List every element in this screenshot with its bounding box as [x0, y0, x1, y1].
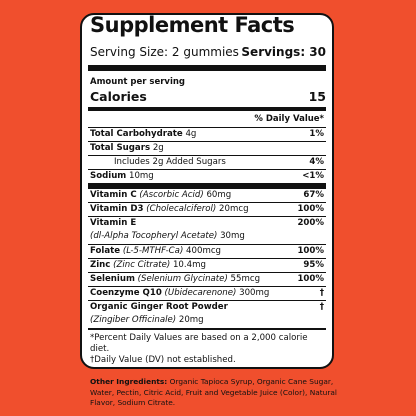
daily-value: 95%	[303, 260, 324, 270]
serving-size: Serving Size: 2 gummies	[90, 45, 239, 59]
nutrient-row: Coenzyme Q10 (Ubidecarenone) 300mg †	[88, 286, 326, 300]
footnote: †Daily Value (DV) not established.	[90, 355, 236, 365]
nutrient-amount: 20mg	[178, 315, 204, 325]
nutrient-row: Organic Ginger Root Powder (Zingiber Offi…	[88, 300, 326, 328]
rule	[88, 107, 326, 111]
nutrient-amount: 60mg	[206, 190, 232, 200]
nutrient-name: Sodium	[90, 171, 127, 181]
nutrient-name: Vitamin C	[90, 190, 137, 200]
nutrient-row: Includes 2g Added Sugars 4%	[88, 155, 326, 169]
daily-value: 67%	[303, 190, 324, 200]
nutrient-amount: 10mg	[129, 171, 154, 181]
line: Vitamin D3 (Cholecalciferol) 20mcg	[90, 204, 249, 214]
nutrient-name: Coenzyme Q10	[90, 288, 162, 298]
nutrient-amount: 2g	[152, 143, 164, 153]
rule	[88, 65, 326, 71]
footnotes: *Percent Daily Values are based on a 2,0…	[88, 330, 326, 366]
nutrient-name: Folate	[90, 246, 121, 256]
nutrient-text: Includes 2g Added Sugars	[114, 157, 226, 167]
nutrient-amount: 10.4mg	[172, 260, 206, 270]
daily-value: 200%	[297, 218, 324, 228]
nutrient-row: Vitamin C (Ascorbic Acid) 60mg 67%	[88, 188, 326, 202]
nutrient-row: Vitamin E (dl-Alpha Tocopheryl Acetate) 3…	[88, 216, 326, 244]
line: Selenium (Selenium Glycinate) 55mcg	[90, 274, 260, 284]
nutrient-name: Selenium	[90, 274, 135, 284]
daily-value: 1%	[309, 129, 324, 139]
nutrient-form: (L-5-MTHF-Ca)	[122, 246, 184, 256]
line: Vitamin C (Ascorbic Acid) 60mg	[90, 190, 231, 200]
nutrient-row: Total Carbohydrate 4g 1%	[88, 127, 326, 141]
nutrient-form: (Ascorbic Acid)	[139, 190, 204, 200]
daily-value: 100%	[297, 204, 324, 214]
line: Folate (L-5-MTHF-Ca) 400mcg	[90, 246, 221, 256]
line: (dl-Alpha Tocopheryl Acetate) 30mg	[90, 231, 245, 241]
daily-value: †	[319, 288, 324, 298]
rule	[88, 328, 326, 330]
nutrient-form: (Selenium Glycinate)	[137, 274, 228, 284]
nutrient-name: Vitamin E	[90, 218, 137, 228]
other-label: Other Ingredients:	[90, 377, 168, 386]
nutrient-row: Zinc (Zinc Citrate) 10.4mg 95%	[88, 258, 326, 272]
daily-value: 4%	[309, 157, 324, 167]
nutrient-amount: 4g	[185, 129, 197, 139]
daily-value: 100%	[297, 274, 324, 284]
title: Supplement Facts	[90, 13, 295, 37]
nutrient-amount: 400mcg	[186, 246, 222, 256]
rule	[88, 183, 326, 188]
nutrient-name: Total Carbohydrate	[90, 129, 183, 139]
servings: Servings: 30	[241, 45, 326, 59]
nutrient-name: Vitamin D3	[90, 204, 144, 214]
nutrient-form: (Ubidecarenone)	[164, 288, 237, 298]
nutrient-amount: 30mg	[220, 231, 245, 241]
nutrient-row: Folate (L-5-MTHF-Ca) 400mcg 100%	[88, 244, 326, 258]
nutrient-amount: 20mcg	[219, 204, 249, 214]
nutrient-row: Selenium (Selenium Glycinate) 55mcg 100%	[88, 272, 326, 286]
line: Total Sugars 2g	[90, 143, 164, 153]
line: Total Carbohydrate 4g	[90, 129, 196, 139]
nutrient-form: (dl-Alpha Tocopheryl Acetate)	[90, 231, 218, 241]
calories-label: Calories	[90, 89, 147, 104]
daily-value: <1%	[302, 171, 324, 181]
line: Vitamin E	[90, 218, 136, 228]
daily-value: †	[319, 302, 324, 312]
daily-value: 100%	[297, 246, 324, 256]
nutrient-amount: 55mcg	[230, 274, 261, 284]
other-text: Organic Tapioca Syrup, Organic Cane Suga…	[90, 377, 337, 407]
nutrient-name: Organic Ginger Root Powder	[90, 302, 228, 312]
line: Coenzyme Q10 (Ubidecarenone) 300mg	[90, 288, 269, 298]
calories-value: 15	[308, 89, 326, 104]
line: Zinc (Zinc Citrate) 10.4mg	[90, 260, 206, 270]
nutrient-row: Vitamin D3 (Cholecalciferol) 20mcg 100%	[88, 202, 326, 216]
nutrient-name: Total Sugars	[90, 143, 151, 153]
other-ingredients: Other Ingredients: Organic Tapioca Syrup…	[90, 377, 340, 409]
dv-header: % Daily Value*	[254, 114, 324, 124]
nutrient-row: Sodium 10mg <1%	[88, 169, 326, 183]
nutrient-form: (Zingiber Officinale)	[90, 315, 177, 325]
nutrient-form: (Zinc Citrate)	[113, 260, 171, 270]
line: Includes 2g Added Sugars	[90, 157, 226, 167]
line: (Zingiber Officinale) 20mg	[90, 315, 204, 325]
label-box	[80, 13, 334, 369]
line: Sodium 10mg	[90, 171, 154, 181]
amount-per-serving: Amount per serving	[90, 77, 186, 87]
nutrient-name: Zinc	[90, 260, 111, 270]
footnote: *Percent Daily Values are based on a 2,0…	[90, 333, 308, 354]
nutrient-amount: 300mg	[239, 288, 270, 298]
nutrient-table: Total Carbohydrate 4g 1% Total Sugars 2g In…	[88, 127, 326, 366]
nutrient-row: Total Sugars 2g	[88, 141, 326, 155]
line: Organic Ginger Root Powder	[90, 302, 228, 312]
nutrient-form: (Cholecalciferol)	[146, 204, 217, 214]
